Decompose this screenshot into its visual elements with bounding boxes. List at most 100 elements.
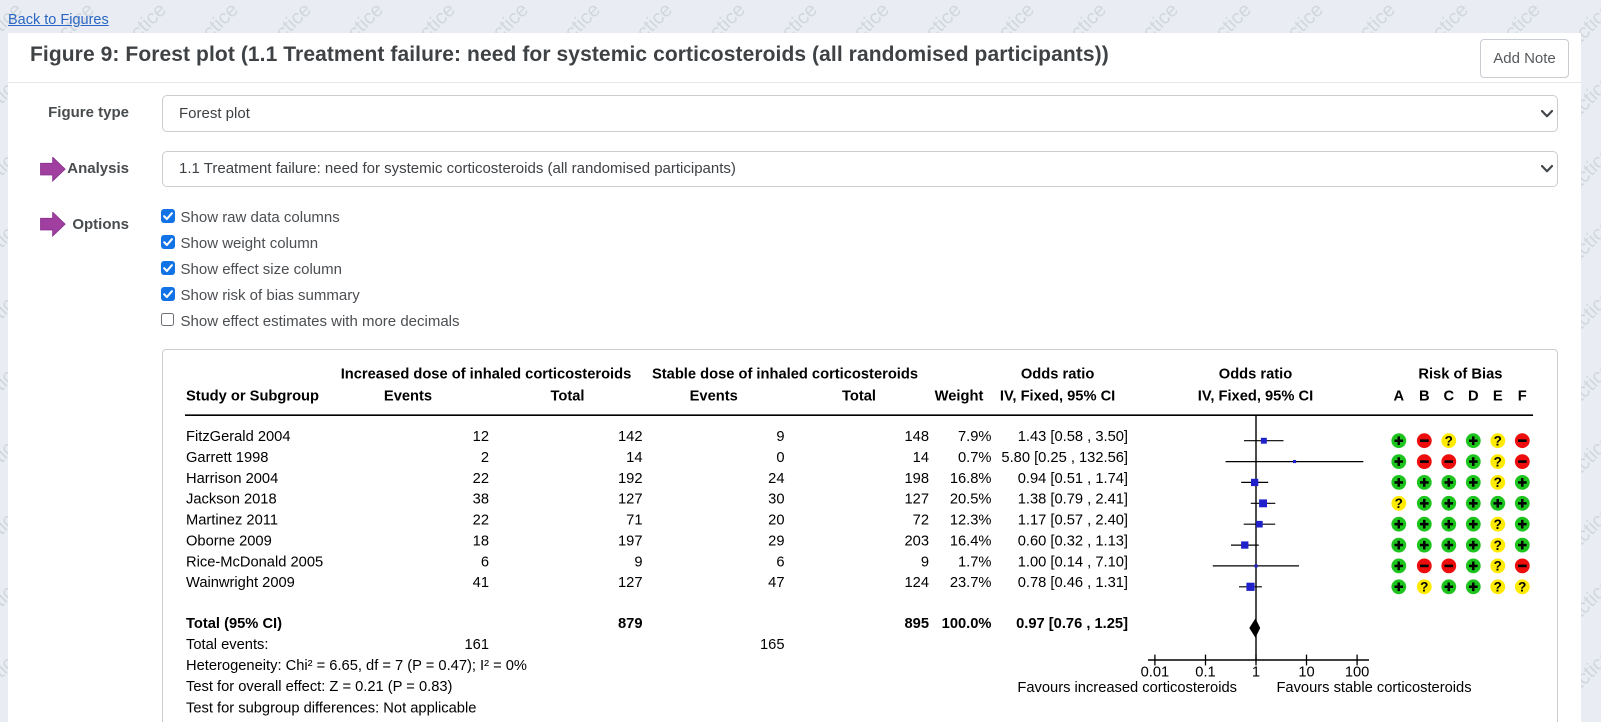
svg-text:192: 192 xyxy=(618,471,643,487)
svg-text:Odds ratio: Odds ratio xyxy=(1021,367,1094,383)
svg-text:38: 38 xyxy=(473,492,489,508)
svg-text:F: F xyxy=(1518,389,1527,405)
svg-text:Oborne 2009: Oborne 2009 xyxy=(186,534,272,550)
svg-text:0.1: 0.1 xyxy=(1195,665,1215,681)
svg-text:72: 72 xyxy=(913,513,929,529)
svg-text:Test for subgroup differences:: Test for subgroup differences: Not appli… xyxy=(186,700,476,716)
svg-text:Rice-McDonald 2005: Rice-McDonald 2005 xyxy=(186,554,323,570)
svg-text:22: 22 xyxy=(473,471,489,487)
svg-text:30: 30 xyxy=(768,492,784,508)
svg-text:?: ? xyxy=(1494,475,1502,490)
svg-text:6: 6 xyxy=(481,554,489,570)
svg-text:B: B xyxy=(1419,389,1430,405)
svg-text:1.38 [0.79 , 2.41]: 1.38 [0.79 , 2.41] xyxy=(1018,492,1128,508)
svg-text:127: 127 xyxy=(618,575,643,591)
svg-text:197: 197 xyxy=(618,534,643,550)
svg-text:Jackson 2018: Jackson 2018 xyxy=(186,492,277,508)
svg-text:Garrett 1998: Garrett 1998 xyxy=(186,450,268,466)
svg-text:Events: Events xyxy=(690,389,738,405)
svg-text:9: 9 xyxy=(634,554,642,570)
svg-text:12.3%: 12.3% xyxy=(950,513,992,529)
svg-text:?: ? xyxy=(1395,496,1403,511)
svg-text:?: ? xyxy=(1445,433,1453,448)
svg-text:9: 9 xyxy=(776,429,784,445)
svg-text:124: 124 xyxy=(904,575,929,591)
svg-text:Wainwright 2009: Wainwright 2009 xyxy=(186,575,295,591)
svg-text:0.97 [0.76 , 1.25]: 0.97 [0.76 , 1.25] xyxy=(1016,616,1128,632)
svg-text:16.8%: 16.8% xyxy=(950,471,992,487)
svg-text:Total events:: Total events: xyxy=(186,637,268,653)
svg-text:0: 0 xyxy=(776,450,784,466)
svg-text:1.43 [0.58 , 3.50]: 1.43 [0.58 , 3.50] xyxy=(1018,429,1128,445)
svg-text:127: 127 xyxy=(904,492,929,508)
svg-text:E: E xyxy=(1493,389,1503,405)
svg-text:Favours increased corticostero: Favours increased corticosteroids xyxy=(1017,680,1237,696)
svg-text:FitzGerald 2004: FitzGerald 2004 xyxy=(186,429,291,445)
svg-text:165: 165 xyxy=(760,637,785,653)
svg-text:Risk of Bias: Risk of Bias xyxy=(1418,367,1502,383)
svg-text:1.7%: 1.7% xyxy=(958,554,991,570)
svg-text:0.94 [0.51 , 1.74]: 0.94 [0.51 , 1.74] xyxy=(1018,471,1128,487)
svg-text:22: 22 xyxy=(473,513,489,529)
svg-text:Test for overall effect: Z = 0: Test for overall effect: Z = 0.21 (P = 0… xyxy=(186,679,452,695)
svg-text:A: A xyxy=(1393,389,1404,405)
svg-text:879: 879 xyxy=(618,616,643,632)
svg-text:Favours stable corticosteroids: Favours stable corticosteroids xyxy=(1276,680,1471,696)
svg-text:Increased dose of inhaled cort: Increased dose of inhaled corticosteroid… xyxy=(341,367,632,383)
svg-text:198: 198 xyxy=(904,471,929,487)
svg-text:20: 20 xyxy=(768,513,784,529)
svg-text:895: 895 xyxy=(904,616,929,632)
svg-text:0.60 [0.32 , 1.13]: 0.60 [0.32 , 1.13] xyxy=(1018,534,1128,550)
svg-text:0.01: 0.01 xyxy=(1141,665,1170,681)
svg-text:IV, Fixed, 95% CI: IV, Fixed, 95% CI xyxy=(1000,389,1115,405)
svg-text:Odds ratio: Odds ratio xyxy=(1219,367,1292,383)
svg-text:14: 14 xyxy=(626,450,642,466)
svg-text:0.7%: 0.7% xyxy=(958,450,991,466)
svg-text:C: C xyxy=(1443,389,1454,405)
svg-text:161: 161 xyxy=(464,637,489,653)
svg-text:1.17 [0.57 , 2.40]: 1.17 [0.57 , 2.40] xyxy=(1018,513,1128,529)
svg-text:20.5%: 20.5% xyxy=(950,492,992,508)
svg-text:9: 9 xyxy=(921,554,929,570)
svg-text:16.4%: 16.4% xyxy=(950,534,992,550)
svg-text:?: ? xyxy=(1494,559,1502,574)
svg-text:2: 2 xyxy=(481,450,489,466)
svg-text:14: 14 xyxy=(913,450,929,466)
svg-text:7.9%: 7.9% xyxy=(958,429,991,445)
svg-text:?: ? xyxy=(1494,517,1502,532)
svg-text:D: D xyxy=(1468,389,1479,405)
svg-text:IV, Fixed, 95% CI: IV, Fixed, 95% CI xyxy=(1198,389,1313,405)
svg-text:Total (95% CI): Total (95% CI) xyxy=(186,616,282,632)
svg-text:24: 24 xyxy=(768,471,784,487)
svg-text:Total: Total xyxy=(842,389,876,405)
svg-text:?: ? xyxy=(1494,538,1502,553)
svg-text:18: 18 xyxy=(473,534,489,550)
svg-text:71: 71 xyxy=(626,513,642,529)
svg-text:?: ? xyxy=(1420,580,1428,595)
svg-text:10: 10 xyxy=(1298,665,1314,681)
svg-text:142: 142 xyxy=(618,429,643,445)
svg-text:29: 29 xyxy=(768,534,784,550)
svg-text:127: 127 xyxy=(618,492,643,508)
svg-text:?: ? xyxy=(1494,433,1502,448)
svg-text:Heterogeneity: Chi² = 6.65, df: Heterogeneity: Chi² = 6.65, df = 7 (P = … xyxy=(186,658,527,674)
svg-text:?: ? xyxy=(1494,454,1502,469)
svg-text:0.78 [0.46 , 1.31]: 0.78 [0.46 , 1.31] xyxy=(1018,575,1128,591)
svg-text:Events: Events xyxy=(384,389,432,405)
svg-text:47: 47 xyxy=(768,575,784,591)
svg-text:Harrison 2004: Harrison 2004 xyxy=(186,471,278,487)
svg-text:148: 148 xyxy=(904,429,929,445)
svg-text:100.0%: 100.0% xyxy=(942,616,992,632)
svg-text:6: 6 xyxy=(776,554,784,570)
svg-text:41: 41 xyxy=(473,575,489,591)
svg-text:1: 1 xyxy=(1252,665,1260,681)
svg-text:203: 203 xyxy=(904,534,929,550)
svg-text:23.7%: 23.7% xyxy=(950,575,992,591)
svg-text:12: 12 xyxy=(473,429,489,445)
svg-text:Study or Subgroup: Study or Subgroup xyxy=(186,389,319,405)
svg-text:5.80 [0.25 , 132.56]: 5.80 [0.25 , 132.56] xyxy=(1001,450,1128,466)
svg-text:?: ? xyxy=(1518,580,1526,595)
svg-text:?: ? xyxy=(1494,580,1502,595)
svg-text:100: 100 xyxy=(1345,665,1370,681)
svg-text:Stable dose of inhaled cortico: Stable dose of inhaled corticosteroids xyxy=(652,367,918,383)
